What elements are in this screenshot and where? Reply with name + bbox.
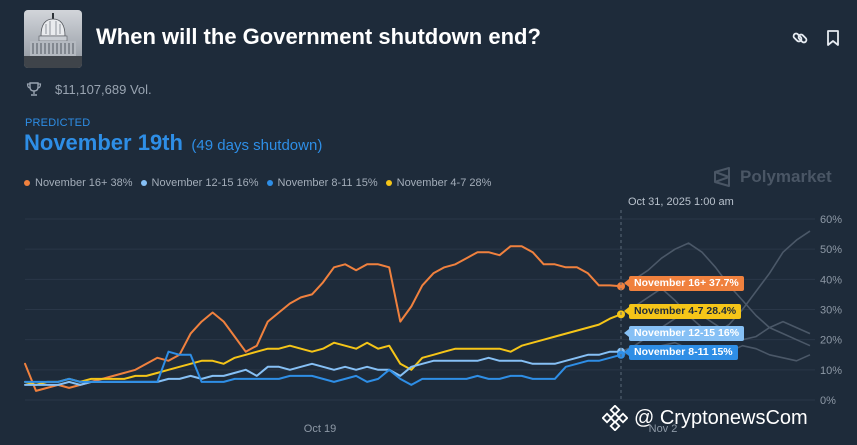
y-tick-label: 20% [820, 335, 842, 347]
market-title: When will the Government shutdown end? [96, 24, 541, 49]
watermark: @ CryptonewsCom [602, 405, 808, 431]
y-tick-label: 50% [820, 244, 842, 256]
legend-label: November 4-7 28% [396, 177, 492, 189]
y-tick-label: 60% [820, 214, 842, 226]
chart-series [24, 245, 625, 392]
legend-item: November 12-15 16% [140, 177, 259, 189]
legend-label: November 16+ 38% [35, 177, 133, 189]
polymarket-brand: Polymarket [712, 166, 832, 188]
market-image [24, 10, 82, 68]
legend-dot [266, 180, 273, 186]
link-icon[interactable] [790, 28, 810, 48]
value-tag: November 16+ 37.7% [624, 276, 744, 291]
capitol-building-icon [24, 10, 82, 68]
legend-label: November 8-11 15% [277, 177, 378, 189]
legend-item: November 16+ 38% [24, 177, 133, 189]
brand-name: Polymarket [740, 167, 832, 186]
overlay-line [620, 242, 811, 347]
x-axis-ticks: Oct 19 Nov 2 [304, 423, 678, 435]
x-tick-label: Nov 2 [649, 423, 678, 435]
watermark-text: @ CryptonewsCom [634, 406, 808, 429]
chart-legend: November 16+ 38% November 12-15 16% Nove… [24, 177, 499, 189]
series-line [24, 313, 622, 386]
legend-item: November 8-11 15% [266, 177, 378, 189]
legend-dot [140, 180, 147, 186]
bookmark-icon[interactable] [823, 28, 843, 48]
legend-dot [24, 180, 30, 186]
legend-dot [385, 180, 392, 186]
y-tick-label: 30% [820, 305, 842, 317]
series-end-point [617, 282, 625, 291]
y-tick-label: 10% [820, 365, 842, 377]
prediction-row: November 19th (49 days shutdown) [24, 130, 322, 156]
volume-row: $11,107,689 Vol. [26, 80, 152, 98]
y-tick-label: 40% [820, 274, 842, 286]
legend-label: November 12-15 16% [151, 177, 259, 189]
predicted-value: November 19th [24, 130, 183, 155]
x-tick-label: Oct 19 [304, 423, 336, 435]
y-tick-label: 0% [820, 395, 836, 407]
polymarket-logo-icon [714, 167, 730, 187]
volume-text: $11,107,689 Vol. [55, 81, 152, 97]
value-tag: November 8-11 15% [624, 345, 738, 360]
legend-item: November 4-7 28% [385, 177, 492, 189]
series-line [24, 350, 622, 386]
hover-timestamp: Oct 31, 2025 1:00 am [628, 196, 734, 208]
y-axis-ticks: 60% 50% 40% 30% 20% 10% 0% [820, 214, 842, 407]
chart-overlay-lines [620, 230, 811, 362]
value-tag: November 12-15 16% [623, 326, 745, 341]
predicted-label: PREDICTED [25, 117, 91, 129]
predicted-subtext: (49 days shutdown) [191, 137, 323, 154]
binance-logo-icon [602, 405, 628, 431]
series-line [24, 245, 622, 392]
value-tag: November 4-7 28.4% [623, 304, 742, 319]
trophy-icon [26, 82, 42, 96]
